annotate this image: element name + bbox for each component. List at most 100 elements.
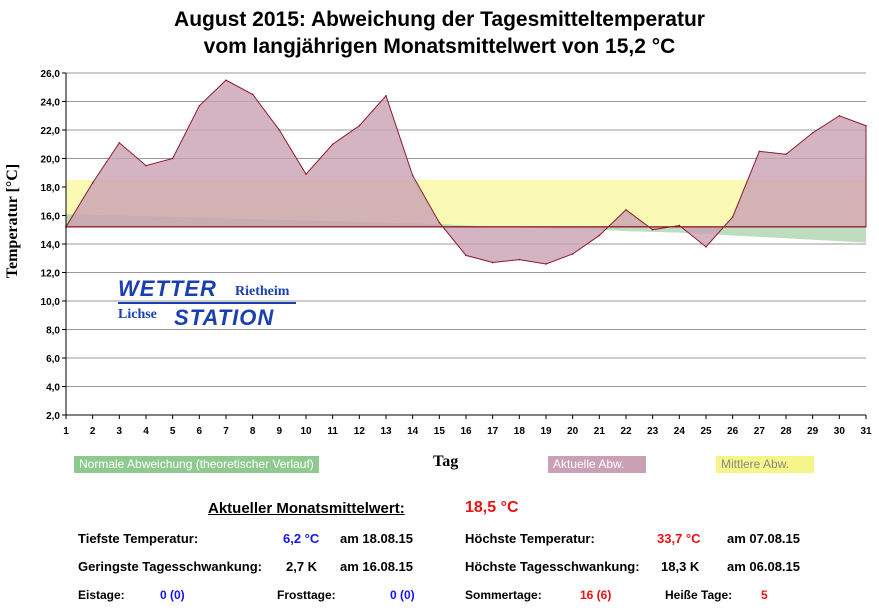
logo-lichse: Lichse — [118, 307, 157, 322]
logo-wetter: WETTER — [118, 276, 217, 301]
data-point — [651, 228, 654, 231]
data-point — [705, 246, 707, 248]
data-point — [625, 209, 627, 211]
y-tick-label: 22,0 — [41, 126, 61, 137]
max-fluct-value: 18,3 K — [661, 559, 700, 574]
data-point — [251, 93, 254, 96]
y-tick-label: 20,0 — [41, 155, 61, 166]
x-tick-label: 21 — [594, 426, 606, 437]
min-fluct-label: Geringste Tagesschwankung: — [78, 559, 262, 574]
ice-days-label: Eistage: — [78, 588, 125, 602]
data-point — [225, 79, 227, 81]
x-tick-label: 8 — [250, 426, 256, 437]
y-tick-label: 18,0 — [41, 183, 61, 194]
x-tick-label: 1 — [63, 426, 69, 437]
data-point — [385, 95, 387, 97]
data-point — [758, 150, 761, 153]
x-tick-label: 28 — [780, 426, 792, 437]
data-point — [171, 157, 174, 160]
data-point — [278, 129, 281, 131]
min-fluct-date: am 16.08.15 — [340, 559, 414, 574]
summer-days-value: 16 (6) — [580, 588, 612, 602]
y-axis-label: Temperatur [°C] — [4, 163, 21, 279]
ice-days-value: 0 (0) — [160, 588, 185, 602]
data-point — [91, 181, 94, 184]
y-tick-label: 26,0 — [41, 69, 61, 80]
x-tick-label: 25 — [700, 426, 712, 437]
data-point — [331, 143, 334, 146]
data-point — [731, 216, 734, 218]
x-tick-label: 30 — [834, 426, 846, 437]
data-point — [198, 104, 201, 107]
x-tick-label: 26 — [727, 426, 739, 437]
data-point — [838, 114, 841, 117]
monthly-mean-value: 18,5 °C — [465, 499, 519, 516]
x-tick-label: 10 — [300, 426, 312, 437]
data-point — [598, 234, 601, 237]
data-point — [438, 221, 441, 224]
legend-normal: Normale Abweichung (theoretischer Verlau… — [74, 456, 319, 473]
hot-days-label: Heiße Tage: — [665, 588, 733, 602]
data-point — [411, 174, 414, 177]
x-tick-label: 13 — [380, 426, 392, 437]
data-point — [865, 124, 867, 127]
x-tick-label: 2 — [90, 426, 96, 437]
data-point — [571, 253, 574, 255]
data-point — [491, 261, 494, 264]
lowest-temp-value: 6,2 °C — [283, 531, 320, 546]
data-point — [785, 153, 787, 156]
x-tick-label: 16 — [460, 426, 472, 437]
frost-days-label: Frosttage: — [277, 588, 336, 602]
x-tick-label: 6 — [197, 426, 203, 437]
data-point — [811, 132, 814, 134]
logo-divider — [118, 302, 296, 304]
data-point — [518, 258, 521, 261]
highest-temp-label: Höchste Temperatur: — [465, 531, 595, 546]
x-tick-label: 23 — [647, 426, 659, 437]
monthly-mean-label: Aktueller Monatsmittelwert: — [208, 500, 405, 517]
x-tick-label: 29 — [807, 426, 819, 437]
data-point — [118, 142, 121, 144]
min-fluct-value: 2,7 K — [286, 559, 318, 574]
x-tick-label: 18 — [514, 426, 526, 437]
lowest-temp-date: am 18.08.15 — [340, 531, 414, 546]
y-tick-label: 12,0 — [41, 269, 61, 280]
y-tick-label: 2,0 — [46, 411, 60, 422]
legend-mean: Mittlere Abw. — [716, 456, 814, 473]
x-tick-label: 9 — [277, 426, 283, 437]
x-tick-label: 3 — [117, 426, 123, 437]
y-tick-label: 6,0 — [46, 354, 60, 365]
data-point — [678, 224, 681, 227]
chart-title-line1: August 2015: Abweichung der Tagesmittelt… — [174, 8, 705, 31]
data-point — [465, 254, 467, 257]
y-tick-label: 10,0 — [41, 297, 61, 308]
max-fluct-date: am 06.08.15 — [727, 559, 801, 574]
max-fluct-label: Höchste Tagesschwankung: — [465, 559, 640, 574]
data-point — [305, 173, 307, 175]
y-tick-label: 16,0 — [41, 212, 61, 223]
x-tick-label: 14 — [407, 426, 419, 437]
y-tick-label: 8,0 — [46, 326, 60, 337]
x-tick-label: 7 — [223, 426, 229, 437]
logo-station: STATION — [174, 305, 275, 330]
x-tick-label: 24 — [674, 426, 686, 437]
chart: 2,0 4,0 6,0 8,0 10,0 12,0 14,0 16,0 18,0 20,0 22,0… — [41, 69, 872, 437]
highest-temp-date: am 07.08.15 — [727, 531, 801, 546]
actual-deviation-area — [65, 79, 867, 265]
x-tick-label: 31 — [860, 426, 872, 437]
y-tick-label: 4,0 — [46, 383, 60, 394]
x-tick-label: 11 — [327, 426, 338, 437]
highest-temp-value: 33,7 °C — [657, 531, 701, 546]
x-tick-label: 15 — [434, 426, 446, 437]
y-tick-label: 14,0 — [41, 240, 61, 251]
x-axis-label: Tag — [433, 453, 459, 470]
chart-title-line2: vom langjährigen Monatsmittelwert von 15… — [203, 35, 676, 58]
frost-days-value: 0 (0) — [390, 588, 415, 602]
hot-days-value: 5 — [761, 588, 768, 602]
x-tick-label: 27 — [754, 426, 766, 437]
x-tick-label: 5 — [170, 426, 176, 437]
x-tick-label: 22 — [620, 426, 632, 437]
data-point — [145, 164, 147, 167]
logo-rietheim: Rietheim — [235, 284, 290, 299]
x-tick-label: 19 — [540, 426, 552, 437]
